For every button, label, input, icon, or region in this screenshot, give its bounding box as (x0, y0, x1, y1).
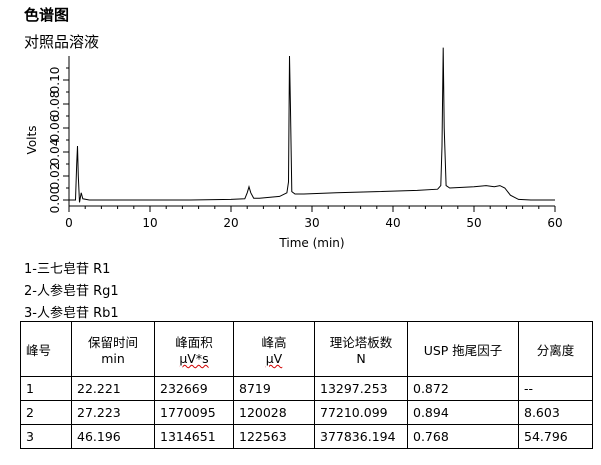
peak-table: 峰号 保留时间 min 峰面积 µV*s 峰高 µV 理论塔板数 N USP 拖尾因子 … (20, 321, 593, 449)
table-cell: 0.768 (407, 424, 519, 449)
table-cell: 377836.194 (314, 424, 408, 449)
x-tick-label: 10 (142, 216, 157, 230)
header-resolution: 分离度 (518, 321, 593, 377)
table-cell: 1770095 (154, 400, 234, 425)
table-cell: 46.196 (71, 424, 155, 449)
table-cell: 120028 (233, 400, 315, 425)
table-cell: 0.872 (407, 376, 519, 401)
legend-item-1: 1-三七皂苷 R1 (24, 262, 111, 277)
header-retention-time: 保留时间 min (71, 321, 155, 377)
table-cell: 1 (20, 376, 72, 401)
x-axis-ticks: 0 10 20 30 40 50 60 (65, 206, 563, 230)
header-peak-height: 峰高 µV (233, 321, 315, 377)
table-cell: 8.603 (518, 400, 593, 425)
table-row: 2 27.223 1770095 120028 77210.099 0.894 8.603 (20, 400, 593, 425)
legend-item-3: 3-人参皂苷 Rb1 (24, 306, 119, 321)
table-cell: 232669 (154, 376, 234, 401)
y-tick-label: 0.10 (48, 67, 62, 94)
table-cell: 1314651 (154, 424, 234, 449)
y-tick-label: 0.02 (48, 163, 62, 190)
table-cell: 3 (20, 424, 72, 449)
table-cell: 77210.099 (314, 400, 408, 425)
header-peak-area: 峰面积 µV*s (154, 321, 234, 377)
page-subtitle: 对照品溶液 (24, 33, 100, 51)
chart-axes (68, 56, 555, 207)
x-tick-label: 50 (466, 216, 481, 230)
table-row: 3 46.196 1314651 122563 377836.194 0.768 54.79… (20, 424, 593, 449)
header-usp-tailing: USP 拖尾因子 (407, 321, 519, 377)
y-axis-label: Volts (25, 126, 39, 155)
table-header-row: 峰号 保留时间 min 峰面积 µV*s 峰高 µV 理论塔板数 N USP 拖尾因子 … (20, 321, 593, 377)
table-cell: 8719 (233, 376, 315, 401)
table-cell: 54.796 (518, 424, 593, 449)
x-axis-label: Time (min) (278, 236, 344, 250)
table-cell: 2 (20, 400, 72, 425)
y-axis-ticks: 0.000.020.040.060.080.10 (48, 67, 69, 214)
y-tick-label: 0.08 (48, 91, 62, 118)
page-title: 色谱图 (24, 6, 70, 24)
table-cell: 27.223 (71, 400, 155, 425)
table-cell: 13297.253 (314, 376, 408, 401)
x-tick-label: 0 (65, 216, 73, 230)
table-row: 1 22.221 232669 8719 13297.253 0.872 -- (20, 376, 593, 401)
table-cell: 22.221 (71, 376, 155, 401)
table-cell: 122563 (233, 424, 315, 449)
chromatogram-chart: 0.000.020.040.060.080.10 0 10 20 30 40 50 60 T… (25, 47, 563, 250)
x-tick-label: 20 (223, 216, 238, 230)
y-tick-label: 0.00 (48, 187, 62, 214)
x-tick-label: 60 (547, 216, 562, 230)
x-tick-label: 40 (385, 216, 400, 230)
y-tick-label: 0.06 (48, 115, 62, 142)
table-cell: -- (518, 376, 593, 401)
y-tick-label: 0.04 (48, 139, 62, 166)
table-cell: 0.894 (407, 400, 519, 425)
header-peak-no: 峰号 (20, 321, 72, 377)
header-theoretical-plates: 理论塔板数 N (314, 321, 408, 377)
legend-item-2: 2-人参皂苷 Rg1 (24, 284, 119, 299)
chromatogram-trace (69, 47, 555, 203)
x-tick-label: 30 (304, 216, 319, 230)
